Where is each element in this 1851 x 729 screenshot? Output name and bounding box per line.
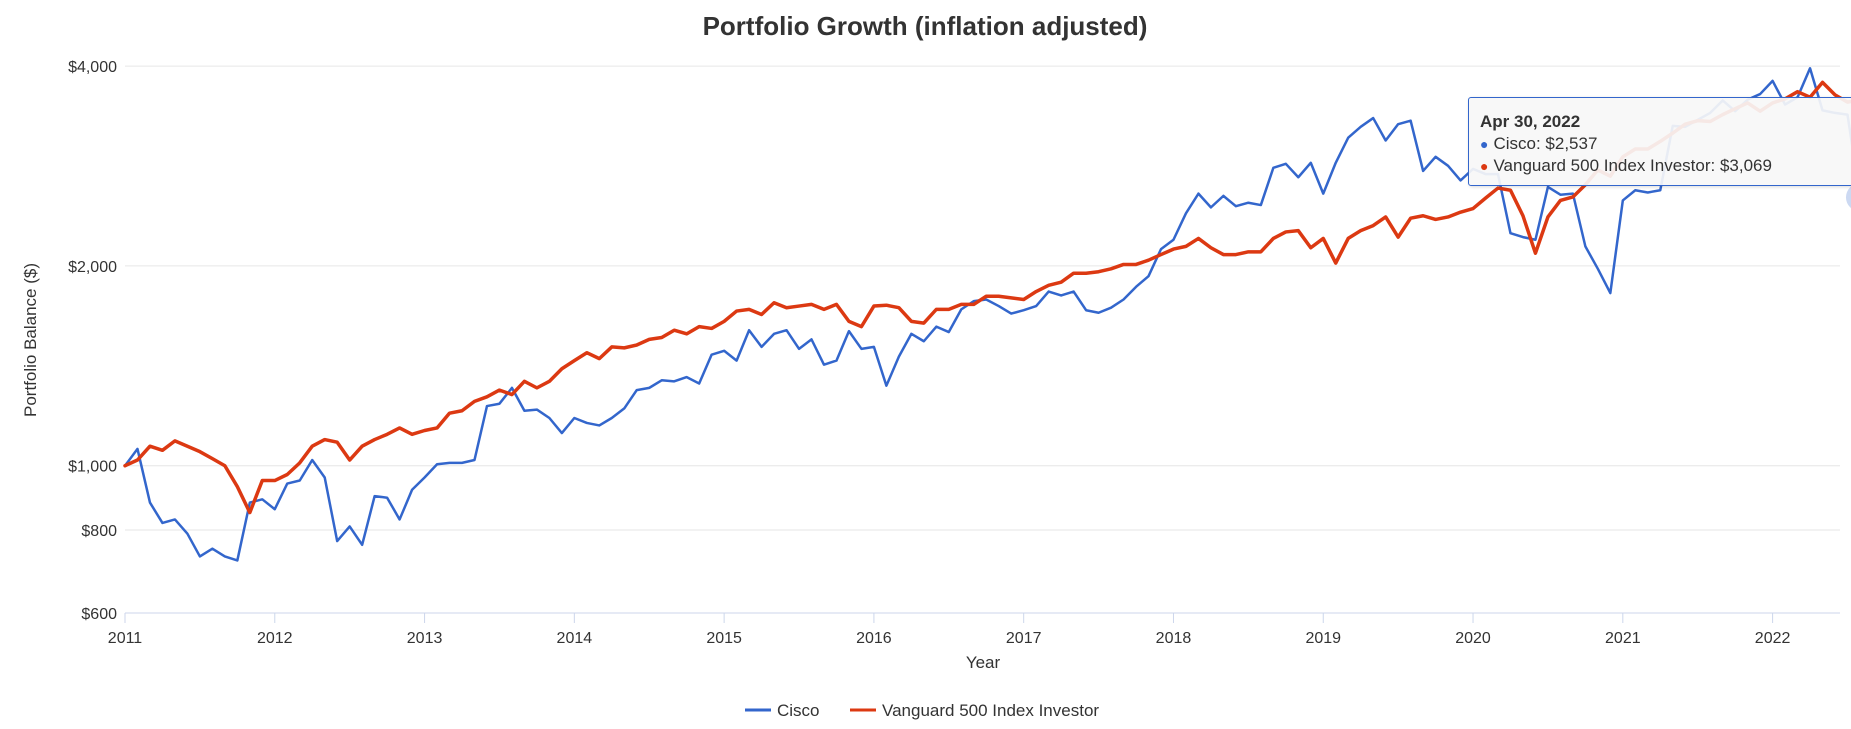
hover-halo-cisco [1845,186,1851,209]
series-line-cisco [123,66,1851,562]
legend-label-cisco: Cisco [777,701,820,720]
legend-item-vanguard[interactable]: Vanguard 500 Index Investor [850,701,1099,720]
legend-item-cisco[interactable]: Cisco [745,701,820,720]
y-axis-ticks: $600 $800 $1,000 $2,000 $4,000 [68,59,117,623]
x-tick-label-2015: 2015 [706,630,742,647]
chart-title: Portfolio Growth (inflation adjusted) [703,11,1148,41]
tooltip-line-cisco: ● Cisco: $2,537 [1480,133,1851,155]
hover-markers [1845,186,1851,209]
tooltip: Apr 30, 2022 ● Cisco: $2,537 ● Vanguard 50… [1468,97,1851,186]
y-tick-label-600: $600 [81,606,117,623]
grid-lines [125,65,1840,531]
tooltip-dot-cisco: ● [1480,136,1489,152]
legend-label-vanguard: Vanguard 500 Index Investor [882,701,1099,720]
y-tick-label-2000: $2,000 [68,259,117,276]
x-axis-ticks: 2011 2012 2013 2014 2015 2016 2017 2018 2019 2020… [108,613,1791,647]
tooltip-value-vanguard: Vanguard 500 Index Investor: $3,069 [1493,156,1772,175]
series-line-vanguard [123,80,1851,515]
x-tick-label-2022: 2022 [1755,630,1791,647]
x-tick-label-2021: 2021 [1605,630,1641,647]
legend[interactable]: Cisco Vanguard 500 Index Investor [745,701,1099,720]
x-axis-title: Year [966,653,1001,672]
y-axis-title: Portfolio Balance ($) [21,263,40,417]
y-tick-label-800: $800 [81,523,117,540]
x-tick-label-2012: 2012 [257,630,293,647]
tooltip-value-cisco: Cisco: $2,537 [1493,134,1598,153]
x-tick-label-2013: 2013 [407,630,443,647]
y-tick-label-1000: $1,000 [68,459,117,476]
x-tick-label-2014: 2014 [557,630,593,647]
x-tick-label-2017: 2017 [1006,630,1042,647]
series-lines[interactable] [123,66,1851,562]
x-tick-label-2011: 2011 [108,630,143,647]
tooltip-date: Apr 30, 2022 [1480,112,1581,131]
tooltip-dot-vanguard: ● [1480,158,1489,174]
x-tick-label-2020: 2020 [1455,630,1491,647]
x-tick-label-2018: 2018 [1156,630,1192,647]
y-tick-label-4000: $4,000 [68,59,117,76]
x-tick-label-2019: 2019 [1305,630,1341,647]
x-tick-label-2016: 2016 [856,630,892,647]
tooltip-line-vanguard: ● Vanguard 500 Index Investor: $3,069 [1480,155,1851,177]
